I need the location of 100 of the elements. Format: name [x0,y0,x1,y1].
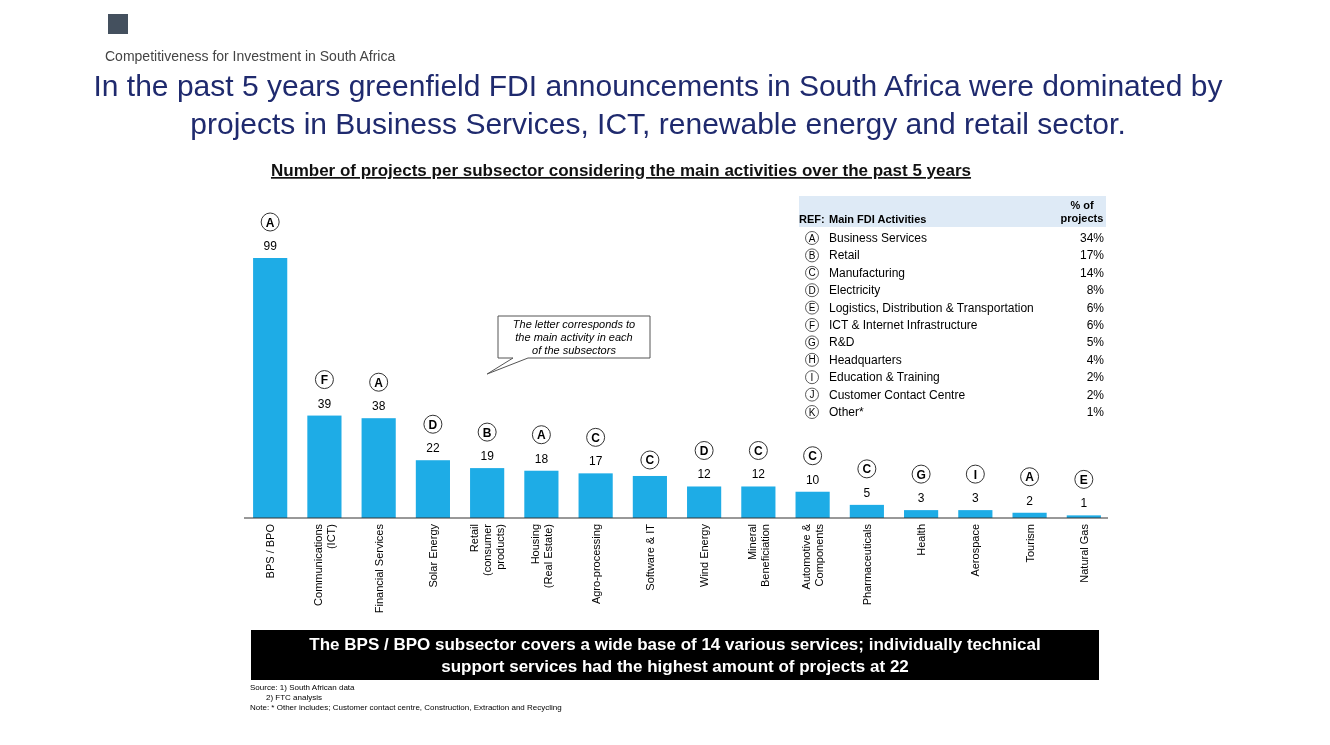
annotation: A [265,215,275,230]
annotation: F [320,373,329,388]
data-label: 39 [317,396,332,411]
category-label: Manufacturing [829,265,906,280]
text: Note: * Other includes; Customer contact centre, Construction, Extraction and Recycling [250,703,562,712]
x-tick-label: Financial Services [372,523,385,614]
text: Main FDI Activities [829,213,927,225]
annotation: A [1025,470,1035,485]
text: 4% [1086,352,1104,367]
category-label: Other* [829,405,865,419]
category-label: Customer Contact Centre [829,387,966,402]
annotation: C [591,430,601,445]
annotation: A [374,375,384,390]
text: 2) FTC analysis [266,693,323,702]
bar [253,258,288,518]
text: % of projects [1060,199,1104,224]
data-label: 22 [426,441,440,456]
category-label: R&D [829,335,855,350]
text: K [808,406,816,418]
text: F [808,319,816,331]
text: I [810,371,814,383]
x-tick-label: Mineral Beneficiation [745,524,771,587]
bar [307,415,342,518]
source-note: Source: 1) South African data [250,683,356,692]
data-label: 5 [863,485,871,500]
category-label: Electricity [829,283,881,298]
data-label: 2 [1026,493,1034,508]
text: E [808,302,816,314]
text: 5% [1086,335,1104,350]
x-tick-label: Solar Energy [426,523,439,588]
text: The BPS / BPO subsector covers a wide base of 14 various services; individually technical support services had the highest amount of projects at 22 [309,635,1041,676]
category-label: Education & Training [829,370,940,385]
text: 14% [1079,265,1104,280]
data-label: 19 [480,449,495,464]
data-label: 3 [972,491,979,506]
annotation: D [699,443,709,458]
x-tick-label: Housing (Real Estate) [528,524,554,589]
text: 17% [1079,248,1104,263]
bar [415,460,450,518]
x-tick-label: BPS / BPO [264,523,277,579]
callout-box: The letter corresponds to the main activity in each of the subsectors [486,315,651,375]
x-tick-label: Wind Energy [698,523,711,587]
x-tick-label: Health [915,524,928,556]
x-tick-label: Aerospace [969,524,982,577]
x-tick-label: Tourism [1023,524,1036,563]
annotation: C [754,443,764,458]
bar [632,475,667,518]
text: H [808,354,816,366]
text: A [808,232,816,244]
chart-subtitle: Number of projects per subsector considering the main activities over the past 5 years [270,161,972,180]
annotation: I [973,467,978,482]
x-tick-label: Software & IT [643,523,656,591]
text: 34% [1079,231,1104,245]
x-tick-label: Pharmaceuticals [860,523,873,606]
data-label: 38 [371,399,386,414]
text: REF: [799,213,825,225]
data-label: 10 [805,472,820,487]
bar [578,473,613,518]
data-label: 3 [917,491,925,506]
bar [741,486,776,518]
data-label: 99 [263,239,278,253]
annotation: D [428,417,438,432]
chart-title: In the past 5 years greenfield FDI announcements in South Africa were dominated by projects in Business Services, ICT, renewable energy and retail sector. [93,69,1223,140]
text: C [808,267,816,279]
data-label: 17 [588,454,603,469]
bar [795,491,830,518]
x-tick-label: Automotive & Components [800,523,826,590]
bar [849,504,884,518]
bar [524,470,559,518]
text: 6% [1086,318,1104,332]
category-label: Headquarters [829,352,902,367]
category-label: Business Services [829,231,928,245]
data-label: 12 [751,467,766,482]
bar [361,418,396,518]
text: 2% [1086,387,1104,402]
bar [470,468,505,518]
annotation: A [537,428,547,443]
annotation: B [482,425,492,440]
text: J [809,389,815,401]
annotation: G [916,467,926,482]
text: 8% [1086,283,1104,298]
text: G [808,336,816,348]
annotation: C [645,453,655,468]
text: 6% [1086,300,1104,315]
category-label: ICT & Internet Infrastructure [829,318,978,332]
x-tick-label: Retail (consumer products) [468,523,507,576]
x-tick-label: Communications (ICT) [311,523,337,606]
data-label: 1 [1080,496,1088,511]
bar [687,486,722,518]
annotation: C [862,462,872,477]
text: D [808,284,816,296]
text: 1% [1086,405,1104,419]
data-label: 18 [534,451,549,466]
x-tick-label: Natural Gas [1077,523,1090,583]
text: B [808,249,816,261]
annotation: C [808,449,818,464]
category-label: Retail [829,248,860,263]
annotation: The letter corresponds to the main activity in each of the subsectors [512,318,636,356]
annotation: E [1079,472,1088,487]
text: 2% [1086,370,1104,385]
